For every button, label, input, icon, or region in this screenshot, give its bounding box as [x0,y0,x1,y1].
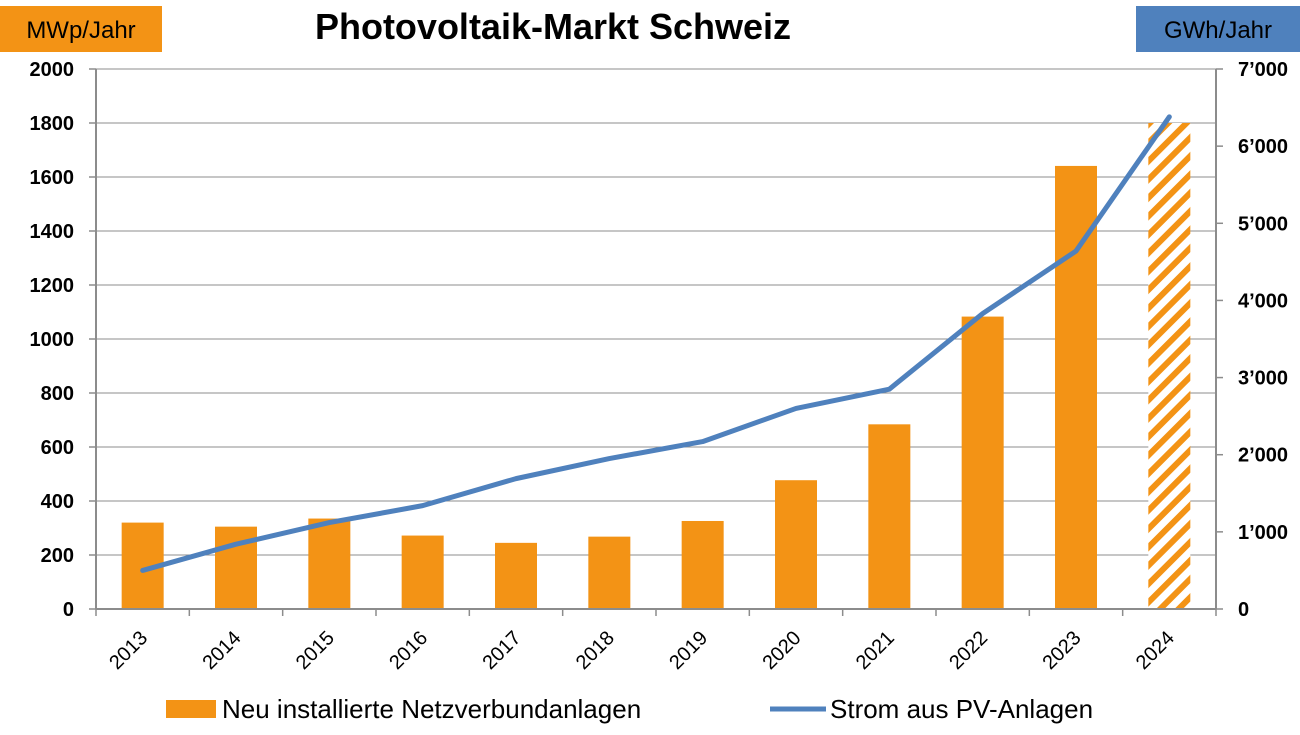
left-unit-badge: MWp/Jahr [0,6,162,52]
left-unit-badge-bg [0,6,162,52]
x-tick-label: 2014 [199,627,246,674]
legend-swatch-bars [166,700,216,718]
x-tick-label: 2016 [385,627,432,674]
axes-layer [89,68,1223,616]
x-tick-label: 2023 [1039,627,1086,674]
bar-2017 [495,542,537,609]
left-tick-label: 1800 [30,113,75,135]
right-ticks-layer: 0 1’000 2’000 3’000 4’000 5’000 6’000 7’000 [1238,59,1288,621]
bar-2022 [961,316,1004,609]
bar-2024 [1148,123,1191,609]
line-layer [140,114,1172,573]
grid-layer [96,68,1216,556]
right-tick-label: 2’000 [1238,445,1288,467]
right-tick-label: 4’000 [1238,290,1288,312]
x-tick-label: 2022 [945,627,992,674]
legend-label-bars: Neu installierte Netzverbundanlagen [222,694,641,724]
left-tick-label: 1200 [30,275,75,297]
x-tick-label: 2017 [479,627,526,674]
right-tick-label: 5’000 [1238,213,1288,235]
bars-layer [121,123,1191,609]
x-tick-label: 2013 [105,627,152,674]
bar-2015 [308,518,351,609]
right-tick-label: 1’000 [1238,522,1288,544]
right-unit-badge-bg [1136,6,1300,52]
bar-2020 [775,480,817,609]
left-unit-label: MWp/Jahr [26,17,135,44]
left-ticks-layer: 0 200 400 600 800 1000 1200 1400 1600 1800 2000 [30,59,75,621]
right-tick-label: 6’000 [1238,136,1288,158]
x-tick-label: 2019 [665,627,712,674]
left-tick-label: 1000 [30,329,75,351]
left-tick-label: 1400 [30,221,75,243]
left-tick-label: 1600 [30,167,75,189]
left-tick-label: 400 [41,491,74,513]
left-tick-label: 800 [41,383,74,405]
legend: Neu installierte Netzverbundanlagen Stro… [166,694,1093,724]
left-tick-label: 600 [41,437,74,459]
right-unit-badge: GWh/Jahr [1136,6,1300,52]
bar-2023 [1055,165,1097,609]
x-tick-label: 2021 [852,627,899,674]
bar-2018 [588,536,631,609]
line-series-strom [140,114,1172,573]
x-ticks-layer: 2013 2014 2015 2016 2017 2018 2019 2020 2021 2022… [105,627,1179,674]
legend-label-line: Strom aus PV-Anlagen [830,694,1093,724]
right-tick-label: 7’000 [1238,59,1288,81]
x-tick-label: 2024 [1132,627,1179,674]
right-unit-label: GWh/Jahr [1164,17,1272,44]
right-tick-label: 3’000 [1238,368,1288,390]
bar-2019 [681,520,724,609]
bar-2021 [868,424,911,609]
left-tick-label: 0 [63,599,74,621]
x-tick-label: 2018 [572,627,619,674]
chart-title: Photovoltaik-Markt Schweiz [315,6,791,47]
left-tick-label: 200 [41,545,74,567]
left-tick-label: 2000 [30,59,75,81]
x-tick-label: 2020 [759,627,806,674]
bar-2016 [401,535,444,609]
x-tick-label: 2015 [292,627,339,674]
right-tick-label: 0 [1238,599,1249,621]
